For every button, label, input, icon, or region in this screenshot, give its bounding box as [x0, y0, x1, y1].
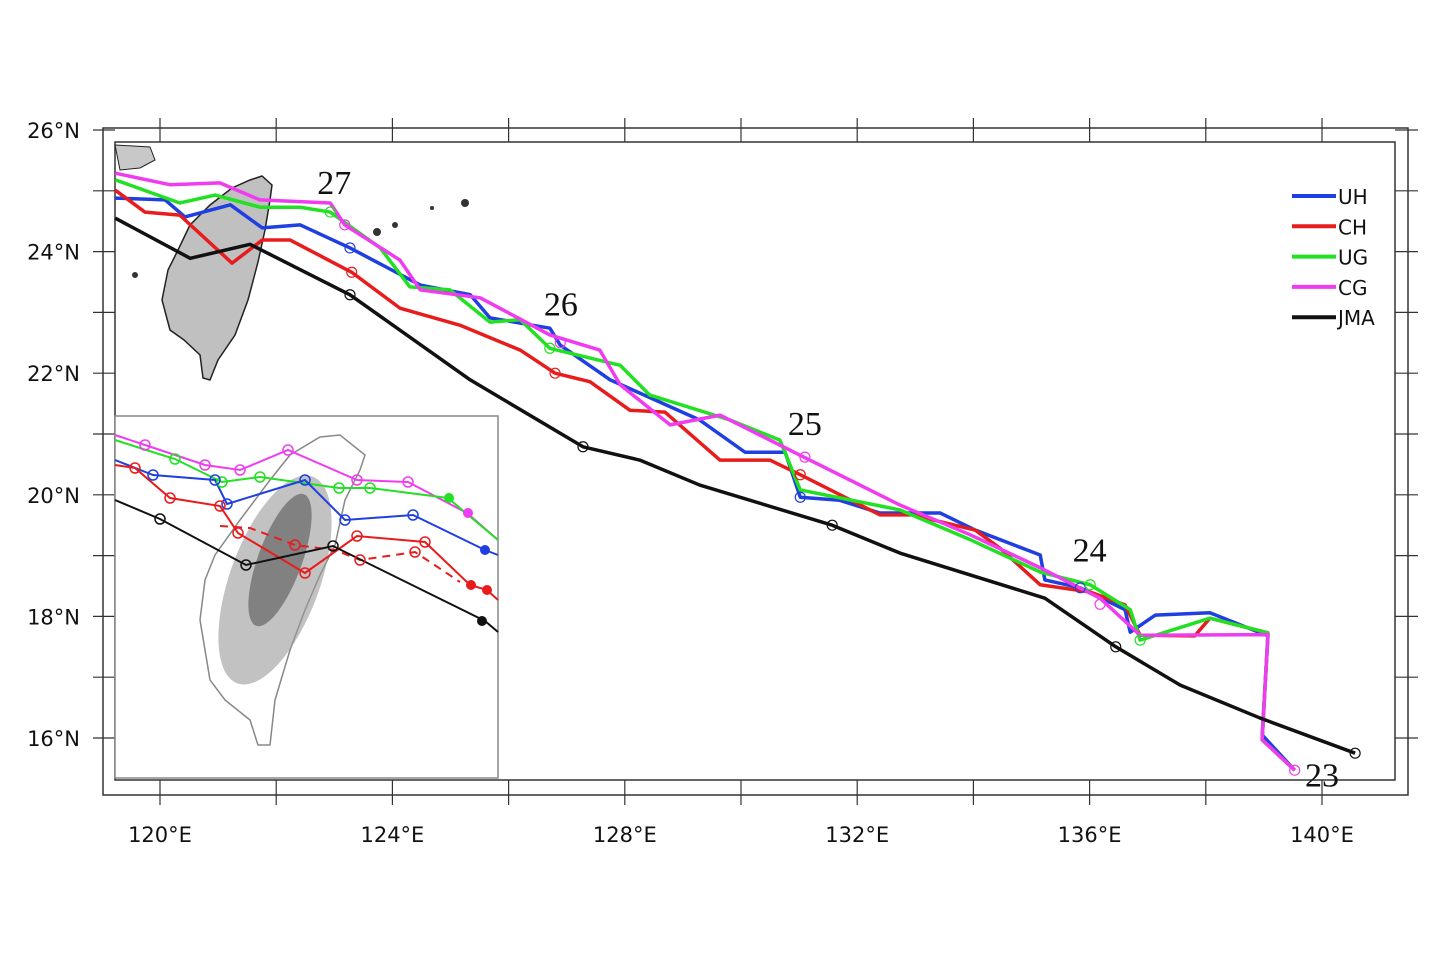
outer-frame — [102, 127, 1409, 796]
track-marker-uh — [344, 242, 356, 254]
axis-labels: 120°E 124°E 128°E 132°E 136°E 140°E 26°N 24°N 22… — [27, 119, 1354, 847]
track-marker-ug — [544, 342, 556, 354]
legend-label-cg: CG — [1338, 276, 1367, 300]
legend-label-ch: CH — [1338, 215, 1367, 239]
taiwan-island — [114, 144, 273, 381]
track-marker-jma — [826, 519, 838, 531]
track-marker-jma — [577, 441, 589, 453]
track-cg — [114, 171, 1296, 772]
track-marker-cg — [799, 451, 811, 463]
legend: UH CH UG CG JMA — [1292, 185, 1375, 330]
track-marker-uh — [794, 491, 806, 503]
day-label: 25 — [788, 406, 822, 443]
track-marker-ug — [1084, 579, 1096, 591]
inset-track-jma — [114, 499, 499, 633]
track-marker-cg — [554, 337, 566, 349]
legend-label-ug: UG — [1338, 246, 1368, 270]
y-tick-label: 20°N — [27, 484, 80, 508]
legend-label-jma: JMA — [1336, 306, 1375, 330]
track-marker-ug — [324, 206, 336, 218]
x-tick-label: 136°E — [1058, 823, 1122, 847]
track-marker-jma — [1349, 747, 1361, 759]
x-tick-label: 132°E — [825, 823, 889, 847]
track-marker-ch — [346, 266, 358, 278]
track-marker-cg — [1094, 598, 1106, 610]
x-tick-label: 140°E — [1290, 823, 1354, 847]
track-lines — [114, 171, 1361, 776]
inset-map — [114, 415, 499, 779]
y-tick-label: 24°N — [27, 241, 80, 265]
y-tick-label: 26°N — [27, 119, 80, 143]
inset-track-ug — [114, 439, 499, 541]
day-label: 26 — [544, 286, 578, 323]
track-marker-cg — [1289, 764, 1301, 776]
map-frame — [93, 118, 1418, 805]
day-label: 24 — [1073, 533, 1107, 570]
track-marker-uh — [1074, 582, 1086, 594]
day-label: 27 — [317, 165, 351, 202]
legend-label-uh: UH — [1338, 185, 1368, 209]
x-tick-label: 128°E — [593, 823, 657, 847]
x-tick-label: 124°E — [360, 823, 424, 847]
y-tick-label: 22°N — [27, 362, 80, 386]
x-tick-label: 120°E — [128, 823, 192, 847]
y-tick-label: 16°N — [27, 727, 80, 751]
track-marker-cg — [339, 219, 351, 231]
track-marker-ug — [1134, 634, 1146, 646]
inset-track-uh — [114, 459, 499, 556]
day-label: 23 — [1305, 758, 1339, 795]
track-marker-ch — [794, 469, 806, 481]
track-marker-jma — [1110, 641, 1122, 653]
track-marker-jma — [344, 289, 356, 301]
ryukyu-islands — [132, 199, 469, 278]
day-labels: 27 26 25 24 23 — [317, 165, 1339, 795]
track-marker-ch — [549, 367, 561, 379]
track-jma — [114, 216, 1356, 755]
y-tick-label: 18°N — [27, 605, 80, 629]
